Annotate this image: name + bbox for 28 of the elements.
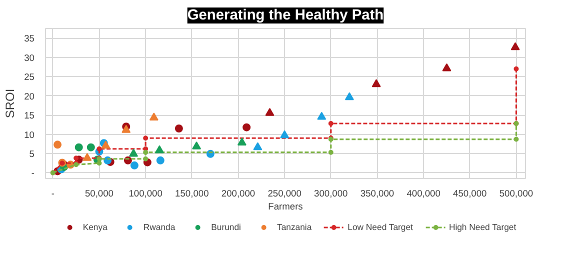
x-tick-label: 200,000 (221, 188, 256, 198)
y-tick-label: 10 (24, 130, 35, 140)
y-tick-label: 20 (24, 91, 35, 102)
y-axis-title: SROI (3, 88, 18, 118)
y-tick-label: 25 (24, 72, 35, 82)
x-tick-label: 250,000 (268, 188, 302, 198)
x-axis-title: Farmers (268, 202, 304, 212)
y-tick-label: 35 (24, 34, 35, 44)
y-tick-label: 5 (29, 149, 35, 159)
x-tick-label: - (51, 188, 54, 198)
legend-label: Rwanda (143, 222, 176, 232)
x-tick-label: 50,000 (84, 188, 114, 198)
legend-label: Tanzania (276, 222, 312, 232)
x-tick-label: 150,000 (175, 188, 209, 198)
x-tick-label: 500,000 (499, 188, 534, 198)
y-tick-label: 30 (24, 52, 35, 63)
legend-label: High Need Target (448, 222, 516, 232)
chart-title: Generating the Healthy Path (187, 8, 384, 24)
x-tick-label: 300,000 (314, 188, 348, 198)
y-tick-label: - (31, 168, 35, 178)
x-tick-label: 450,000 (453, 188, 487, 198)
x-tick-label: 100,000 (128, 188, 162, 198)
x-tick-label: 400,000 (406, 188, 440, 198)
y-tick-label: 15 (24, 110, 35, 121)
legend-label: Burundi (211, 222, 241, 232)
legend-label: Kenya (82, 222, 108, 232)
x-tick-label: 350,000 (360, 188, 394, 198)
legend-label: Low Need Target (348, 222, 413, 232)
